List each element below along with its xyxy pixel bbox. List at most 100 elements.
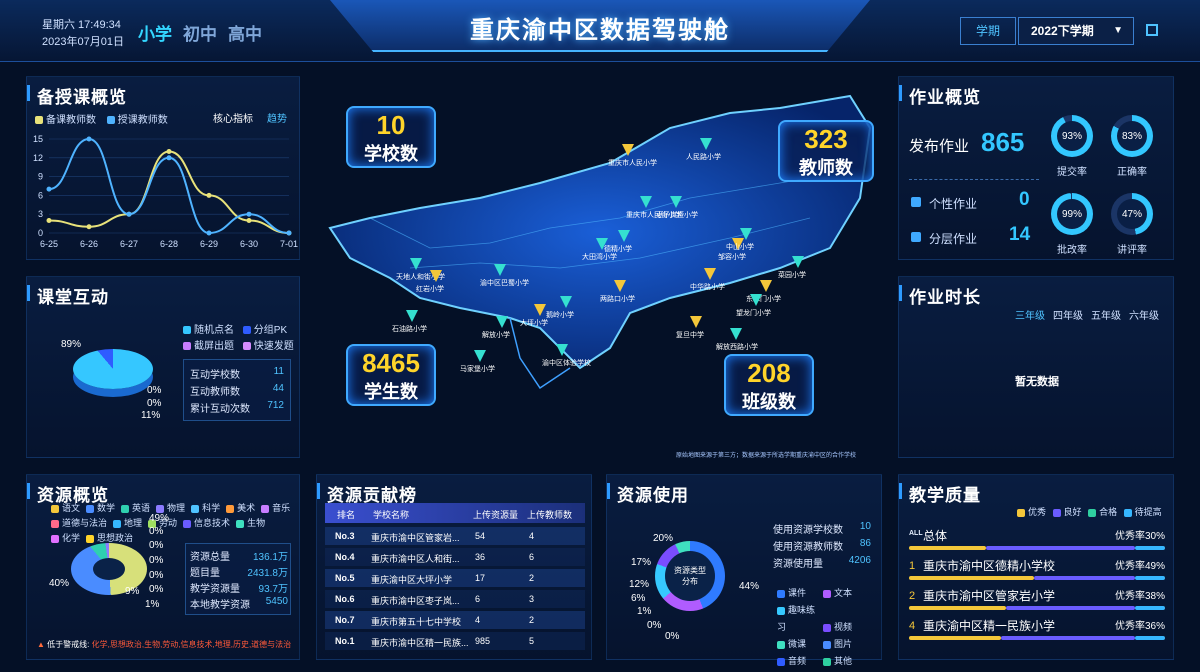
usage-legend-item[interactable]: 图片 — [823, 636, 869, 653]
school-pin-icon[interactable] — [750, 294, 762, 306]
school-pin-icon[interactable] — [534, 304, 546, 316]
quality-row[interactable]: 4 重庆渝中区精一民族小学 优秀率36% — [909, 617, 1165, 643]
contrib-row[interactable]: No.5 重庆渝中区大坪小学 17 2 — [325, 569, 585, 587]
res-legend-item[interactable]: 美术 — [226, 501, 255, 516]
usage-legend-item[interactable]: 视频 — [823, 619, 869, 636]
tab-trend[interactable]: 趋势 — [267, 114, 287, 125]
series-point[interactable] — [166, 155, 172, 161]
school-pin-icon[interactable] — [614, 280, 626, 292]
quality-row[interactable]: ALL 总体 优秀率30% — [909, 527, 1165, 553]
school-pin-icon[interactable] — [474, 350, 486, 362]
grade-tab-5[interactable]: 五年级 — [1091, 311, 1121, 322]
series-point[interactable] — [166, 149, 172, 155]
grade-tab-4[interactable]: 四年级 — [1053, 311, 1083, 322]
usage-legend-item[interactable]: 文本 — [823, 585, 869, 602]
quality-row[interactable]: 2 重庆市渝中区管家岩小学 优秀率38% — [909, 587, 1165, 613]
usage-legend-item[interactable]: 音频 — [777, 653, 823, 670]
series-point[interactable] — [286, 230, 292, 236]
school-pin-icon[interactable] — [618, 230, 630, 242]
school-pin-icon[interactable] — [556, 344, 568, 356]
students-value: 8465 — [362, 348, 420, 378]
res-legend-item[interactable]: 思想政治 — [86, 531, 133, 546]
school-pin-icon[interactable] — [560, 296, 572, 308]
school-pin-icon[interactable] — [760, 280, 772, 292]
res-legend-label: 信息技术 — [194, 518, 231, 528]
school-pin-icon[interactable] — [740, 228, 752, 240]
series-point[interactable] — [246, 211, 252, 217]
usage-legend-item[interactable]: 课件 — [777, 585, 823, 602]
level-primary[interactable]: 小学 — [138, 25, 172, 44]
series-point[interactable] — [86, 224, 92, 230]
badge-teachers: 323 教师数 — [778, 120, 874, 182]
res-legend-item[interactable]: 道德与法治 — [51, 516, 107, 531]
series-point[interactable] — [126, 211, 132, 217]
res-legend-item[interactable]: 化学 — [51, 531, 80, 546]
usage-legend-row: 音频 其他 — [777, 653, 877, 670]
school-pin-icon[interactable] — [410, 258, 422, 270]
series-point[interactable] — [86, 136, 92, 142]
res-legend-item[interactable]: 地理 — [113, 516, 142, 531]
usage-legend-item[interactable]: 其他 — [823, 653, 869, 670]
res-legend-item[interactable]: 英语 — [121, 501, 150, 516]
res-legend-item[interactable]: 科学 — [191, 501, 220, 516]
school-pin-icon[interactable] — [704, 268, 716, 280]
quality-rate: 优秀率30% — [1114, 531, 1165, 542]
stat-row: 互动教师数 44 — [190, 383, 284, 398]
school-pin-icon[interactable] — [596, 238, 608, 250]
usage-legend-item[interactable]: 趣味练习 — [777, 602, 823, 636]
res-legend-item[interactable]: 劳动 — [148, 516, 177, 531]
series-point[interactable] — [46, 186, 52, 192]
school-pin-icon[interactable] — [494, 264, 506, 276]
school-pin-icon[interactable] — [732, 238, 744, 250]
school-pin-icon[interactable] — [730, 328, 742, 340]
res-stat-row: 教学资源量 93.7万 — [190, 580, 288, 595]
usage-legend-row: 课件 文本 — [777, 585, 877, 602]
contrib-row[interactable]: No.6 重庆市渝中区枣子岚... 6 3 — [325, 590, 585, 608]
school-pin-label: 解放西路小学 — [716, 344, 758, 351]
school-pin-icon[interactable] — [406, 310, 418, 322]
grade-tab-3[interactable]: 三年级 — [1015, 311, 1045, 322]
school-pin-icon[interactable] — [496, 316, 508, 328]
x-tick-label: 6-27 — [120, 239, 138, 249]
level-middle[interactable]: 初中 — [183, 25, 217, 44]
series-point[interactable] — [46, 217, 52, 223]
term-select[interactable]: 2022下学期 ▼ — [1018, 17, 1134, 45]
school-pin-icon[interactable] — [640, 196, 652, 208]
level-high[interactable]: 高中 — [228, 25, 262, 44]
res-legend-item[interactable]: 语文 — [51, 501, 80, 516]
res-legend-item[interactable]: 生物 — [236, 516, 265, 531]
contrib-row[interactable]: No.1 重庆市渝中区精一民族... 985 5 — [325, 632, 585, 650]
usage-pct: 1% — [637, 606, 652, 617]
legend-random-dot — [183, 326, 191, 335]
contrib-row[interactable]: No.3 重庆市渝中区管家岩... 54 4 — [325, 527, 585, 545]
res-legend-item[interactable]: 音乐 — [261, 501, 290, 516]
school-pin-icon[interactable] — [792, 256, 804, 268]
usage-legend-item[interactable]: 微课 — [777, 636, 823, 653]
series-point[interactable] — [206, 192, 212, 198]
res-legend-item[interactable]: 数学 — [86, 501, 115, 516]
res-legend-dot — [236, 519, 245, 528]
series-point[interactable] — [246, 217, 252, 223]
school-pin-icon[interactable] — [430, 270, 442, 282]
interaction-stats: 互动学校数 11 互动教师数 44 累计互动次数 712 — [183, 359, 291, 421]
school-pin-icon[interactable] — [670, 196, 682, 208]
quality-bar-improve — [1135, 636, 1165, 640]
contrib-row[interactable]: No.4 重庆市渝中区人和街... 36 6 — [325, 548, 585, 566]
pct-a: 0% — [147, 385, 162, 396]
school-pin-icon[interactable] — [690, 316, 702, 328]
personal-value: 0 — [1019, 189, 1030, 210]
usage-legend-dot — [777, 640, 785, 649]
school-pin-icon[interactable] — [622, 144, 634, 156]
title-plate — [330, 0, 870, 52]
school-pin-icon[interactable] — [700, 138, 712, 150]
quality-row[interactable]: 1 重庆市渝中区德精小学校 优秀率49% — [909, 557, 1165, 583]
grade-tab-6[interactable]: 六年级 — [1129, 311, 1159, 322]
res-legend-item[interactable]: 物理 — [156, 501, 185, 516]
contrib-row[interactable]: No.7 重庆市第五十七中学校 4 2 — [325, 611, 585, 629]
res-legend-item[interactable]: 信息技术 — [183, 516, 230, 531]
fullscreen-icon[interactable] — [1146, 24, 1158, 36]
series-point[interactable] — [206, 230, 212, 236]
usage-legend-label: 课件 — [788, 588, 807, 598]
tab-core-metrics[interactable]: 核心指标 — [213, 114, 253, 125]
quality-bar-excellent — [909, 606, 1007, 610]
